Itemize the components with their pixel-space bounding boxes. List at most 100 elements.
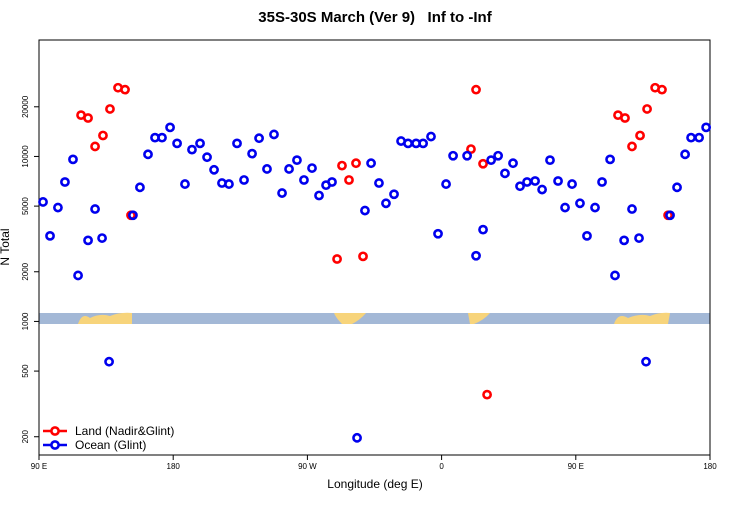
- point: [374, 178, 384, 188]
- x-tick-label: 90 E: [568, 462, 584, 471]
- point: [128, 210, 138, 221]
- point: [553, 176, 563, 186]
- point: [143, 149, 153, 160]
- point: [360, 205, 370, 216]
- point: [327, 177, 337, 187]
- point: [83, 235, 93, 246]
- point: [307, 163, 317, 173]
- point: [418, 138, 429, 149]
- point: [53, 202, 63, 213]
- chart-title: 35S-30S March (Ver 9) Inf to -Inf: [258, 9, 492, 26]
- point: [157, 132, 167, 143]
- point: [567, 179, 577, 189]
- legend-marker: [50, 426, 60, 436]
- map-band: [39, 312, 710, 324]
- x-tick-label: 0: [439, 462, 444, 471]
- plot-frame: [38, 39, 711, 456]
- y-tick-label: 1000: [21, 312, 30, 330]
- y-tick-label: 10000: [21, 145, 30, 168]
- point: [97, 233, 107, 243]
- point: [98, 130, 108, 141]
- land-shape: [334, 313, 366, 324]
- point: [641, 356, 651, 367]
- point: [351, 158, 361, 169]
- point: [508, 158, 518, 169]
- point: [314, 190, 324, 201]
- point: [68, 154, 78, 165]
- y-tick-label: 20000: [21, 95, 30, 118]
- point: [478, 158, 488, 169]
- point: [486, 155, 497, 166]
- point: [239, 175, 249, 185]
- x-tick-label: 180: [167, 462, 181, 471]
- point: [299, 175, 309, 185]
- point: [292, 155, 302, 166]
- point: [262, 164, 272, 174]
- point: [277, 188, 287, 198]
- x-tick-label: 90 W: [298, 462, 317, 471]
- x-axis-label: Longitude (deg E): [327, 477, 422, 491]
- land-shape: [78, 312, 132, 324]
- point: [482, 389, 492, 400]
- point: [120, 84, 130, 95]
- point: [471, 84, 481, 95]
- point: [337, 160, 347, 171]
- legend-label: Ocean (Glint): [75, 438, 146, 452]
- point: [389, 189, 399, 200]
- point: [366, 158, 376, 169]
- point: [45, 230, 55, 241]
- point: [605, 154, 615, 165]
- ocean-band: [39, 313, 710, 324]
- x-tick-label: 90 E: [31, 462, 47, 471]
- point: [610, 270, 620, 281]
- point: [254, 133, 264, 144]
- legend-label: Land (Nadir&Glint): [75, 424, 174, 438]
- point: [441, 179, 451, 189]
- point: [530, 176, 540, 186]
- point: [635, 130, 645, 141]
- point: [426, 131, 436, 142]
- y-tick-label: 2000: [21, 262, 30, 280]
- point: [247, 148, 257, 159]
- point: [165, 122, 175, 133]
- point: [344, 175, 354, 185]
- point: [448, 150, 458, 161]
- point: [284, 164, 294, 174]
- point: [694, 132, 705, 143]
- point: [180, 179, 190, 189]
- point: [545, 155, 555, 166]
- point: [478, 224, 488, 235]
- point: [381, 198, 391, 209]
- point: [105, 104, 115, 114]
- x-tick-label: 180: [703, 462, 717, 471]
- point: [665, 210, 675, 221]
- point: [560, 202, 570, 213]
- point: [515, 181, 525, 192]
- y-tick-label: 500: [21, 364, 30, 378]
- point: [462, 150, 472, 161]
- y-tick-label: 200: [21, 430, 30, 444]
- y-tick-label: 5000: [21, 197, 30, 215]
- y-axis-label: N Total: [0, 228, 12, 265]
- point: [500, 168, 510, 179]
- point: [352, 432, 362, 443]
- point: [195, 138, 205, 149]
- point: [187, 144, 197, 155]
- point: [701, 122, 712, 133]
- legend-marker: [50, 440, 60, 450]
- point: [135, 182, 145, 193]
- point: [627, 204, 637, 214]
- point: [332, 254, 342, 264]
- land-shape: [614, 312, 670, 324]
- point: [209, 164, 219, 175]
- point: [358, 251, 368, 262]
- point: [433, 228, 443, 239]
- point: [680, 149, 690, 160]
- point: [672, 182, 682, 193]
- point: [269, 129, 279, 140]
- point: [657, 84, 667, 95]
- point: [90, 141, 100, 152]
- point: [634, 233, 644, 243]
